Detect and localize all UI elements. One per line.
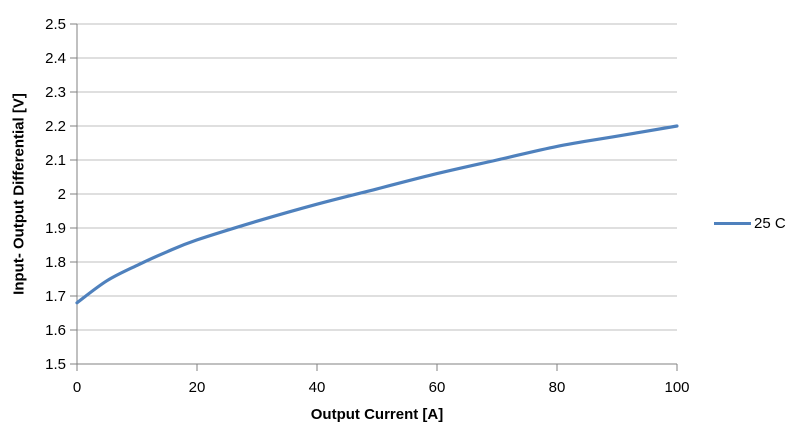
x-tick-label: 60 (429, 379, 446, 396)
y-tick-label: 1.6 (45, 322, 66, 339)
x-tick-label: 0 (73, 379, 81, 396)
series-line (75, 124, 679, 305)
y-tick-label: 2.1 (45, 152, 66, 169)
y-tick-label: 1.7 (45, 288, 66, 305)
y-tick-label: 1.5 (45, 356, 66, 373)
y-tick-label: 1.9 (45, 220, 66, 237)
x-tick-label: 80 (549, 379, 566, 396)
y-tick-label: 1.8 (45, 254, 66, 271)
legend-series-label: 25 C (754, 215, 786, 232)
x-tick-label: 100 (664, 379, 689, 396)
x-tick-label: 40 (309, 379, 326, 396)
y-tick-label: 2 (58, 186, 66, 203)
legend-line-swatch (714, 222, 751, 225)
y-tick-label: 2.4 (45, 50, 66, 67)
x-axis-title: Output Current [A] (310, 406, 444, 423)
y-tick-label: 2.5 (45, 16, 66, 33)
y-axis-title: Input- Output Differential [V] (10, 93, 28, 295)
legend: 25 C (714, 215, 786, 232)
x-tick-label: 20 (189, 379, 206, 396)
y-tick-label: 2.3 (45, 84, 66, 101)
y-tick-label: 2.2 (45, 118, 66, 135)
